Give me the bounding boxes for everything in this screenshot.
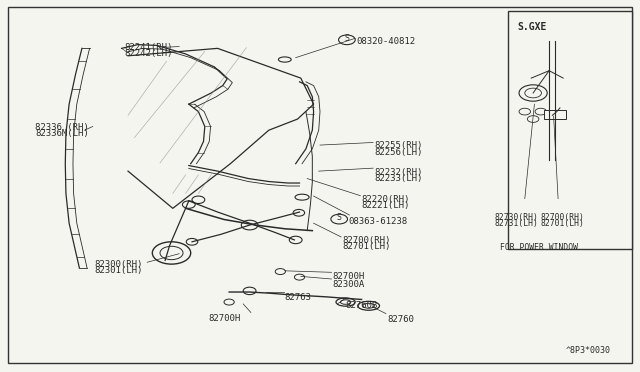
Text: 82220(RH): 82220(RH) [362, 195, 410, 204]
Text: 82700(RH): 82700(RH) [342, 236, 391, 245]
Text: 82242(LH): 82242(LH) [125, 49, 173, 58]
Text: 82760B: 82760B [346, 301, 378, 310]
Text: 08320-40812: 08320-40812 [356, 37, 415, 46]
Text: 08363-61238: 08363-61238 [349, 217, 408, 225]
Text: 82760: 82760 [387, 315, 414, 324]
Text: 82300A: 82300A [333, 280, 365, 289]
Text: 82301(LH): 82301(LH) [95, 266, 143, 275]
Text: 82336M(LH): 82336M(LH) [35, 129, 89, 138]
Text: 82255(RH): 82255(RH) [374, 141, 423, 150]
Text: ^8P3*0030: ^8P3*0030 [566, 346, 611, 355]
Bar [508, 11, 632, 249]
Text: 82233(LH): 82233(LH) [374, 174, 423, 183]
Text: 82763: 82763 [285, 293, 312, 302]
Text: 82731(LH): 82731(LH) [495, 219, 539, 228]
Text: 82336 (RH): 82336 (RH) [35, 123, 89, 132]
Text: FOR POWER WINDOW: FOR POWER WINDOW [500, 243, 579, 251]
Bar [544, 110, 566, 119]
Text: 82730(RH): 82730(RH) [495, 213, 539, 222]
Text: 82300(RH): 82300(RH) [95, 260, 143, 269]
Text: S: S [344, 34, 349, 43]
Text: 82700(RH): 82700(RH) [541, 213, 585, 222]
Text: 82700H: 82700H [333, 272, 365, 280]
Text: 82701(LH): 82701(LH) [342, 242, 391, 251]
Text: 82232(RH): 82232(RH) [374, 168, 423, 177]
Text: 82701(LH): 82701(LH) [541, 219, 585, 228]
Text: 82256(LH): 82256(LH) [374, 148, 423, 157]
Text: S.GXE: S.GXE [517, 22, 547, 32]
Text: S: S [337, 214, 342, 222]
Text: 82241(RH): 82241(RH) [125, 43, 173, 52]
Text: 82700H: 82700H [208, 314, 240, 323]
Text: 82221(LH): 82221(LH) [362, 201, 410, 210]
